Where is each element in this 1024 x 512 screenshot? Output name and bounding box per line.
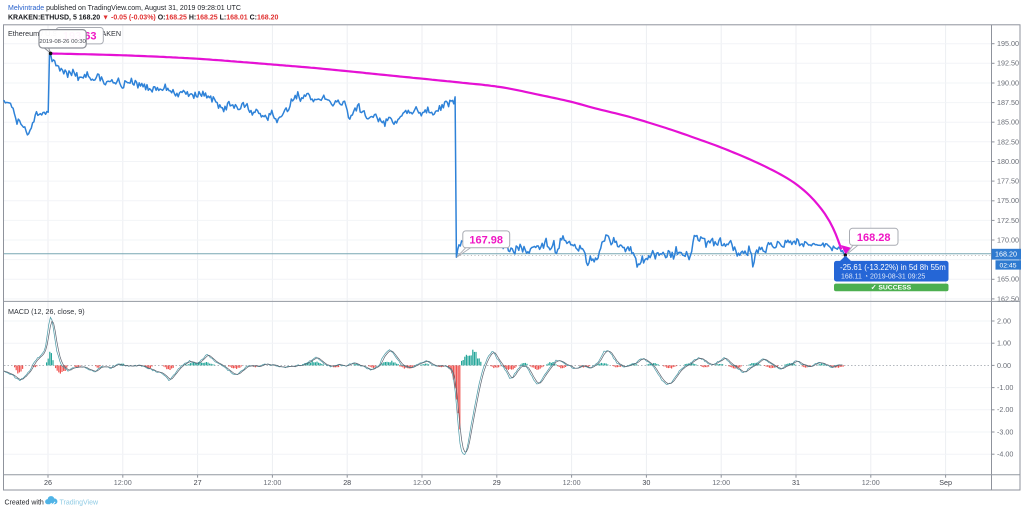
svg-text:0.00: 0.00: [997, 361, 1011, 370]
svg-text:187.50: 187.50: [997, 98, 1019, 107]
svg-text:TradingView: TradingView: [60, 500, 99, 507]
svg-text:1.00: 1.00: [997, 339, 1011, 348]
svg-text:2019-08-26 00:30: 2019-08-26 00:30: [39, 39, 86, 45]
svg-text:28: 28: [343, 478, 351, 487]
svg-text:175.00: 175.00: [997, 196, 1019, 205]
svg-text:195.00: 195.00: [997, 39, 1019, 48]
svg-text:12:00: 12:00: [563, 478, 581, 487]
svg-text:170.00: 170.00: [997, 235, 1019, 244]
svg-text:162.50: 162.50: [997, 294, 1019, 303]
svg-text:2.00: 2.00: [997, 316, 1011, 325]
svg-text:165.00: 165.00: [997, 275, 1019, 284]
svg-text:167.98: 167.98: [469, 234, 503, 246]
svg-text:185.00: 185.00: [997, 118, 1019, 127]
svg-text:-2.00: -2.00: [997, 405, 1013, 414]
svg-text:Melvintrade published on Tradi: Melvintrade published on TradingView.com…: [8, 5, 241, 12]
svg-text:177.50: 177.50: [997, 177, 1019, 186]
svg-text:168.11 ◔ 2019-08-31 09:25: 168.11 ◔ 2019-08-31 09:25: [841, 274, 925, 281]
svg-text:02:45: 02:45: [999, 262, 1016, 269]
svg-text:12:00: 12:00: [263, 478, 281, 487]
svg-text:182.50: 182.50: [997, 137, 1019, 146]
svg-text:168.20: 168.20: [995, 250, 1017, 259]
svg-text:26: 26: [44, 478, 52, 487]
svg-text:-4.00: -4.00: [997, 450, 1013, 459]
svg-text:Created with: Created with: [5, 500, 44, 507]
svg-text:172.50: 172.50: [997, 216, 1019, 225]
svg-text:29: 29: [493, 478, 501, 487]
svg-text:12:00: 12:00: [712, 478, 730, 487]
svg-text:-1.00: -1.00: [997, 383, 1013, 392]
svg-text:12:00: 12:00: [413, 478, 431, 487]
svg-text:MACD (12, 26, close, 9): MACD (12, 26, close, 9): [8, 307, 85, 316]
svg-text:✓ SUCCESS: ✓ SUCCESS: [871, 285, 912, 292]
svg-text:31: 31: [792, 478, 800, 487]
svg-text:190.00: 190.00: [997, 78, 1019, 87]
svg-text:12:00: 12:00: [862, 478, 880, 487]
svg-text:KRAKEN:ETHUSD, 5 168.20 ▼ -0.: KRAKEN:ETHUSD, 5 168.20 ▼ -0.05 (-0.03%)…: [8, 15, 279, 22]
svg-text:180.00: 180.00: [997, 157, 1019, 166]
svg-text:-25.61 (-13.22%) in 5d 8h 55m: -25.61 (-13.22%) in 5d 8h 55m: [840, 263, 946, 272]
svg-text:Sep: Sep: [939, 478, 952, 487]
svg-text:-3.00: -3.00: [997, 427, 1013, 436]
svg-text:12:00: 12:00: [114, 478, 132, 487]
svg-text:27: 27: [194, 478, 202, 487]
svg-text:30: 30: [642, 478, 650, 487]
svg-text:168.28: 168.28: [857, 232, 891, 244]
svg-text:192.50: 192.50: [997, 59, 1019, 68]
